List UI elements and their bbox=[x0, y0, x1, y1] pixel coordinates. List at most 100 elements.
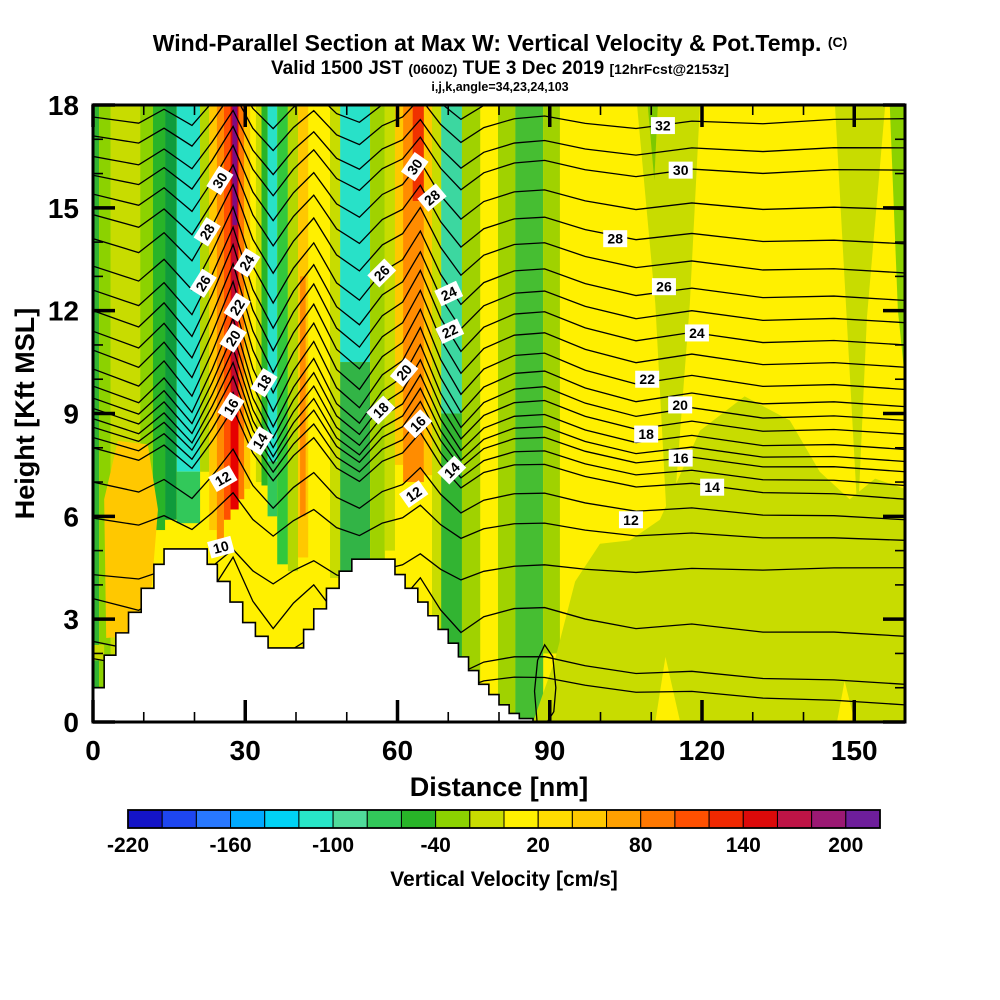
colorbar-segment bbox=[332, 809, 368, 829]
isotherm-label: 14 bbox=[249, 430, 271, 452]
valid-time-utc: (0600Z) bbox=[408, 61, 458, 77]
vv-band bbox=[423, 105, 433, 476]
colorbar-segment bbox=[606, 809, 642, 829]
isotherm-label-group: 32 bbox=[650, 117, 675, 135]
isotherm-line-17 bbox=[93, 360, 905, 463]
isotherm-label-group: 20 bbox=[668, 396, 693, 414]
isotherm-line-15 bbox=[93, 391, 905, 487]
y-tick-label: 18 bbox=[48, 90, 79, 121]
isotherm-label-box bbox=[668, 396, 693, 414]
isotherm-label-box bbox=[219, 323, 247, 353]
isotherm-line-12 bbox=[93, 491, 905, 541]
chart-title-unit: (C) bbox=[827, 34, 848, 50]
isotherm-label: 28 bbox=[607, 231, 623, 247]
isotherm-label-box bbox=[367, 258, 397, 288]
isotherm-label-group: 16 bbox=[403, 409, 433, 439]
isotherm-label: 28 bbox=[196, 221, 218, 243]
isotherm-label-box bbox=[389, 357, 419, 388]
isotherm-label-box bbox=[668, 449, 693, 467]
forecast-tag: [12hrFcst@2153z] bbox=[609, 61, 729, 77]
colorbar-segment bbox=[537, 809, 573, 829]
vv-band bbox=[330, 105, 341, 579]
colorbar-tick-label: 200 bbox=[828, 834, 863, 857]
colorbar-segment bbox=[366, 809, 402, 829]
isotherm-label-group: 30 bbox=[400, 151, 429, 182]
isotherm-line-13 bbox=[93, 447, 905, 521]
isotherm-label-box bbox=[246, 426, 274, 456]
colorbar-tick-label: -160 bbox=[210, 834, 252, 857]
colorbar-segment bbox=[161, 809, 197, 829]
isotherm-label-box bbox=[206, 165, 234, 196]
y-tick-label: 15 bbox=[48, 193, 79, 224]
isotherm-label-group: 24 bbox=[434, 280, 464, 307]
grid-index-note: i,j,k,angle=34,23,24,103 bbox=[431, 80, 569, 94]
isotherm-label-group: 28 bbox=[417, 183, 447, 212]
colorbar-segment bbox=[845, 809, 881, 829]
isotherm-label: 20 bbox=[222, 327, 244, 349]
colorbar-border bbox=[127, 809, 881, 829]
isotherm-label-group: 12 bbox=[208, 465, 238, 492]
vv-band bbox=[231, 105, 238, 414]
isotherm-label-group: 26 bbox=[651, 278, 676, 296]
colorbar-segment bbox=[400, 809, 437, 829]
isotherm-label: 24 bbox=[438, 283, 459, 304]
isotherm-label: 26 bbox=[192, 272, 214, 294]
isotherm-label-box bbox=[399, 480, 429, 508]
isotherm-label-group: 14 bbox=[437, 455, 467, 485]
vv-band bbox=[287, 105, 299, 572]
isotherm-label-box bbox=[437, 455, 467, 485]
chart-title: Wind-Parallel Section at Max W: Vertical… bbox=[0, 30, 1000, 57]
vv-band bbox=[300, 276, 306, 517]
isotherm-label-group: 30 bbox=[206, 165, 234, 196]
isotherm-label-box bbox=[403, 409, 433, 439]
colorbar-title: Vertical Velocity [cm/s] bbox=[390, 868, 618, 891]
isotherm-loop bbox=[533, 643, 557, 722]
vv-band bbox=[655, 656, 681, 722]
colorbar-tick-label: 80 bbox=[629, 834, 652, 857]
vv-band bbox=[176, 105, 201, 472]
isotherm-line-26 bbox=[93, 205, 905, 306]
isotherm-line-28 bbox=[93, 163, 905, 249]
isotherm-label-box bbox=[700, 478, 725, 496]
isotherm-line-32 bbox=[93, 105, 905, 152]
isotherm-label: 18 bbox=[638, 426, 654, 442]
isotherm-label: 10 bbox=[211, 537, 230, 557]
isotherm-label-group: 26 bbox=[189, 268, 217, 298]
isotherm-label-group: 20 bbox=[219, 323, 247, 353]
isotherm-line-31 bbox=[93, 109, 905, 176]
colorbar-segment bbox=[674, 809, 710, 829]
colorbar-segment bbox=[776, 809, 813, 829]
chart-header: Wind-Parallel Section at Max W: Vertical… bbox=[0, 30, 1000, 94]
vv-band bbox=[140, 105, 153, 541]
vv-band bbox=[267, 461, 278, 517]
isotherm-label-group: 22 bbox=[435, 318, 465, 345]
isotherm-label-group: 16 bbox=[668, 449, 693, 467]
isotherm-label: 22 bbox=[439, 321, 460, 342]
colorbar-segment bbox=[742, 809, 778, 829]
isotherm-label-box bbox=[233, 247, 261, 278]
colorbar-segment bbox=[264, 809, 300, 829]
isotherm-label: 20 bbox=[672, 397, 688, 413]
isotherm-label-group: 28 bbox=[193, 217, 221, 247]
isotherm-label-group: 20 bbox=[389, 357, 419, 388]
isotherm-label-group: 16 bbox=[217, 391, 245, 422]
isotherm-label-box bbox=[208, 465, 238, 492]
isotherm-label-group: 22 bbox=[635, 370, 660, 388]
isotherm-label-group: 12 bbox=[399, 480, 429, 508]
isotherm-line-25 bbox=[93, 225, 905, 330]
colorbar-segment bbox=[503, 809, 539, 829]
y-tick-label: 9 bbox=[63, 399, 79, 430]
x-tick-label: 0 bbox=[85, 735, 101, 766]
axis-ticks bbox=[91, 103, 906, 724]
colorbar-segment bbox=[571, 809, 608, 829]
isotherm-label: 16 bbox=[673, 450, 689, 466]
isotherm-label-box bbox=[250, 367, 278, 398]
isotherm-label: 14 bbox=[704, 479, 720, 495]
isotherm-label: 22 bbox=[639, 371, 655, 387]
isotherm-label: 12 bbox=[212, 468, 234, 490]
vv-band bbox=[232, 105, 238, 225]
vv-band bbox=[515, 105, 544, 722]
isotherm-label-group: 24 bbox=[233, 247, 261, 278]
y-tick-label: 3 bbox=[63, 604, 79, 635]
vv-band bbox=[255, 105, 262, 483]
